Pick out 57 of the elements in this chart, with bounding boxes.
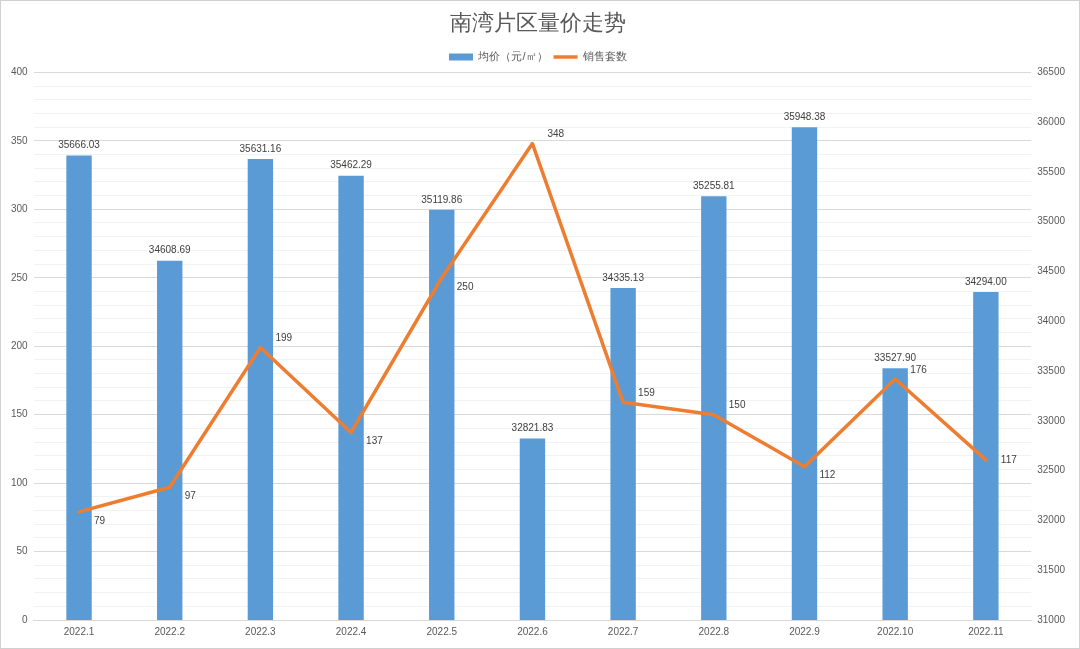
y-tick-label: 100 (11, 476, 29, 488)
data-label: 35462.29 (330, 159, 373, 171)
y-tick-label: 0 (22, 613, 29, 625)
data-label: 348 (547, 128, 565, 140)
y2-tick-label: 35000 (1037, 215, 1066, 227)
y-tick-label: 300 (11, 203, 29, 215)
y-tick-label: 350 (11, 134, 29, 146)
x-tick-label: 2022.8 (698, 625, 730, 637)
data-label: 34294.00 (964, 275, 1008, 287)
y2-tick-label: 31500 (1037, 563, 1066, 575)
x-tick-label: 2022.1 (63, 625, 95, 637)
data-label: 33527.90 (874, 352, 917, 364)
x-tick-label: 2022.9 (789, 625, 821, 637)
data-label: 137 (366, 435, 384, 447)
y-tick-label: 50 (16, 545, 29, 557)
data-label: 34608.69 (148, 244, 191, 256)
x-tick-label: 2022.11 (968, 625, 1004, 637)
legend-label: 销售套数 (582, 49, 628, 62)
data-label: 34335.13 (602, 271, 645, 283)
y2-tick-label: 32500 (1037, 464, 1066, 476)
data-label: 32821.83 (511, 422, 554, 434)
data-label: 199 (275, 332, 293, 344)
data-label: 112 (819, 469, 836, 481)
y2-tick-label: 33000 (1037, 414, 1066, 426)
x-tick-label: 2022.6 (517, 625, 549, 637)
y2-tick-label: 32000 (1037, 514, 1066, 526)
x-tick-label: 2022.3 (245, 625, 277, 637)
data-label: 35948.38 (783, 111, 826, 123)
x-tick-label: 2022.10 (877, 625, 914, 637)
y2-tick-label: 36500 (1037, 66, 1066, 78)
legend-label: 均价（元/㎡） (477, 49, 548, 62)
y-tick-label: 200 (11, 339, 29, 351)
x-tick-label: 2022.5 (426, 625, 458, 637)
x-tick-label: 2022.2 (154, 625, 186, 637)
data-label: 176 (910, 363, 928, 375)
y2-tick-label: 31000 (1037, 613, 1066, 625)
data-label: 250 (456, 280, 474, 292)
y-tick-label: 250 (11, 271, 29, 283)
y2-tick-label: 34000 (1037, 315, 1066, 327)
data-label: 35666.03 (58, 139, 101, 151)
data-label: 35631.16 (239, 142, 282, 154)
y2-tick-label: 36000 (1037, 115, 1066, 127)
data-label: 150 (728, 399, 746, 411)
chart-title: 南湾片区量价走势 (450, 10, 626, 36)
data-label: 97 (184, 489, 197, 501)
data-label: 35119.86 (421, 193, 463, 205)
data-label: 159 (638, 387, 656, 399)
x-tick-label: 2022.4 (335, 625, 367, 637)
x-tick-label: 2022.7 (607, 625, 639, 637)
y2-tick-label: 34500 (1037, 265, 1066, 277)
y-tick-label: 400 (11, 66, 29, 78)
data-label: 79 (94, 514, 106, 526)
y2-tick-label: 35500 (1037, 165, 1066, 177)
y2-tick-label: 33500 (1037, 364, 1066, 376)
data-label: 35255.81 (692, 180, 736, 192)
data-label: 117 (1000, 453, 1018, 465)
y-tick-label: 150 (11, 408, 29, 420)
